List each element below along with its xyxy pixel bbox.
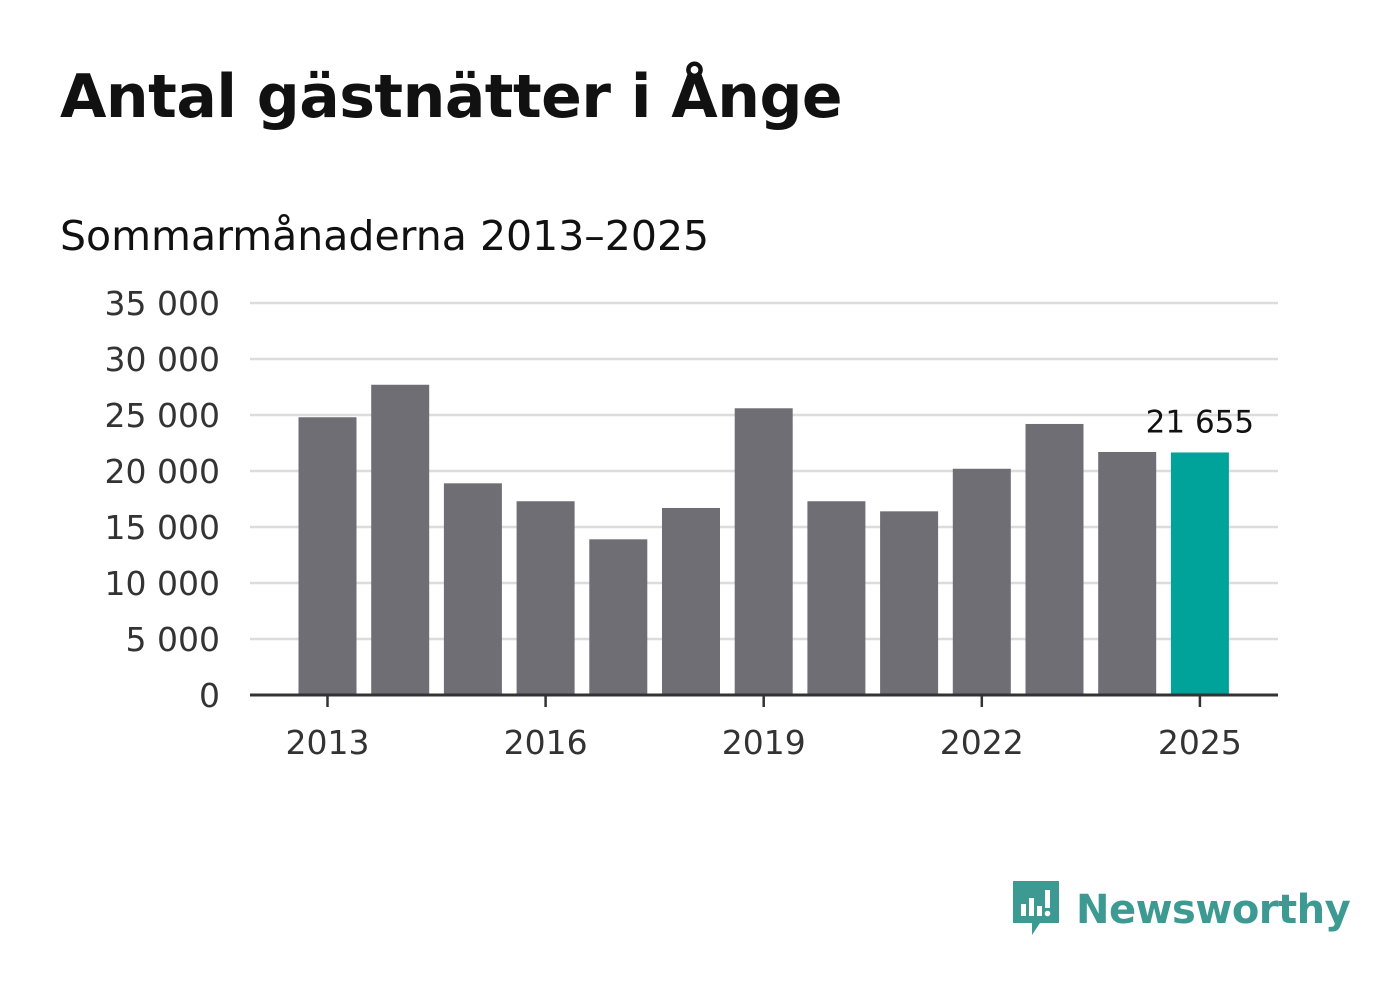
bar-2022 bbox=[952, 468, 1011, 695]
bar-2017 bbox=[589, 539, 648, 695]
x-tick-label: 2022 bbox=[940, 723, 1024, 762]
y-tick-label: 10 000 bbox=[105, 564, 220, 603]
y-tick-label: 15 000 bbox=[105, 508, 220, 547]
chart-speech-bubble-icon bbox=[1010, 878, 1062, 942]
bar-2025 bbox=[1170, 452, 1229, 695]
brand-name: Newsworthy bbox=[1076, 887, 1351, 933]
value-label-2025: 21 655 bbox=[1146, 404, 1254, 440]
bar-2024 bbox=[1098, 451, 1157, 695]
y-tick-label: 0 bbox=[199, 676, 220, 715]
x-tick-label: 2019 bbox=[722, 723, 806, 762]
x-tick-label: 2013 bbox=[286, 723, 370, 762]
chart-subtitle: Sommarmånaderna 2013–2025 bbox=[60, 212, 710, 260]
y-tick-label: 25 000 bbox=[105, 396, 220, 435]
bar-2020 bbox=[807, 501, 866, 695]
bar-2015 bbox=[443, 483, 502, 695]
chart-title: Antal gästnätter i Ånge bbox=[60, 62, 843, 132]
bar-2021 bbox=[880, 511, 939, 695]
y-tick-label: 20 000 bbox=[105, 452, 220, 491]
bar-2013 bbox=[298, 417, 357, 695]
y-tick-label: 5 000 bbox=[126, 620, 220, 659]
bar-2018 bbox=[662, 507, 720, 695]
bar-2014 bbox=[371, 384, 430, 695]
bar-2019 bbox=[734, 408, 793, 695]
x-tick-label: 2016 bbox=[504, 723, 588, 762]
y-tick-label: 30 000 bbox=[105, 340, 220, 379]
bar-2016 bbox=[516, 501, 575, 695]
x-tick-label: 2025 bbox=[1158, 723, 1242, 762]
y-tick-label: 35 000 bbox=[105, 284, 220, 323]
bar-2023 bbox=[1025, 423, 1084, 695]
newsworthy-logo: Newsworthy bbox=[1010, 878, 1351, 942]
